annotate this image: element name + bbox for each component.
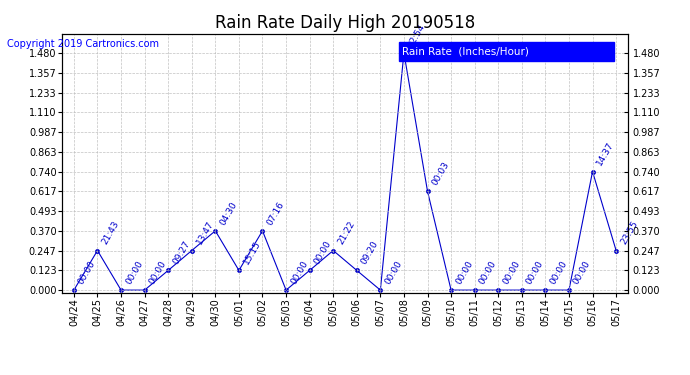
FancyBboxPatch shape (399, 42, 614, 61)
Text: 00:00: 00:00 (454, 259, 475, 286)
Text: 00:00: 00:00 (289, 259, 310, 286)
Text: 22:54: 22:54 (406, 22, 427, 49)
Text: 21:43: 21:43 (100, 220, 121, 246)
Text: 15:15: 15:15 (241, 239, 262, 266)
Text: 13:47: 13:47 (195, 219, 215, 246)
Text: 09:27: 09:27 (171, 239, 192, 266)
Text: 00:00: 00:00 (524, 259, 545, 286)
Text: 07:16: 07:16 (265, 200, 286, 226)
Text: 00:00: 00:00 (313, 239, 333, 266)
Text: 00:00: 00:00 (548, 259, 569, 286)
Text: 00:03: 00:03 (431, 160, 451, 187)
Text: 14:37: 14:37 (595, 141, 616, 167)
Text: 23:55: 23:55 (619, 219, 640, 246)
Text: Rain Rate  (Inches/Hour): Rain Rate (Inches/Hour) (402, 46, 529, 56)
Text: 00:00: 00:00 (501, 259, 522, 286)
Text: 00:00: 00:00 (148, 259, 168, 286)
Text: 00:00: 00:00 (77, 259, 97, 286)
Text: 09:20: 09:20 (359, 239, 380, 266)
Text: 04:30: 04:30 (218, 200, 239, 226)
Text: 00:00: 00:00 (383, 259, 404, 286)
Text: 21:22: 21:22 (336, 220, 357, 246)
Text: 00:00: 00:00 (572, 259, 593, 286)
Text: Copyright 2019 Cartronics.com: Copyright 2019 Cartronics.com (7, 39, 159, 50)
Text: 00:00: 00:00 (124, 259, 144, 286)
Title: Rain Rate Daily High 20190518: Rain Rate Daily High 20190518 (215, 14, 475, 32)
Text: 00:00: 00:00 (477, 259, 498, 286)
